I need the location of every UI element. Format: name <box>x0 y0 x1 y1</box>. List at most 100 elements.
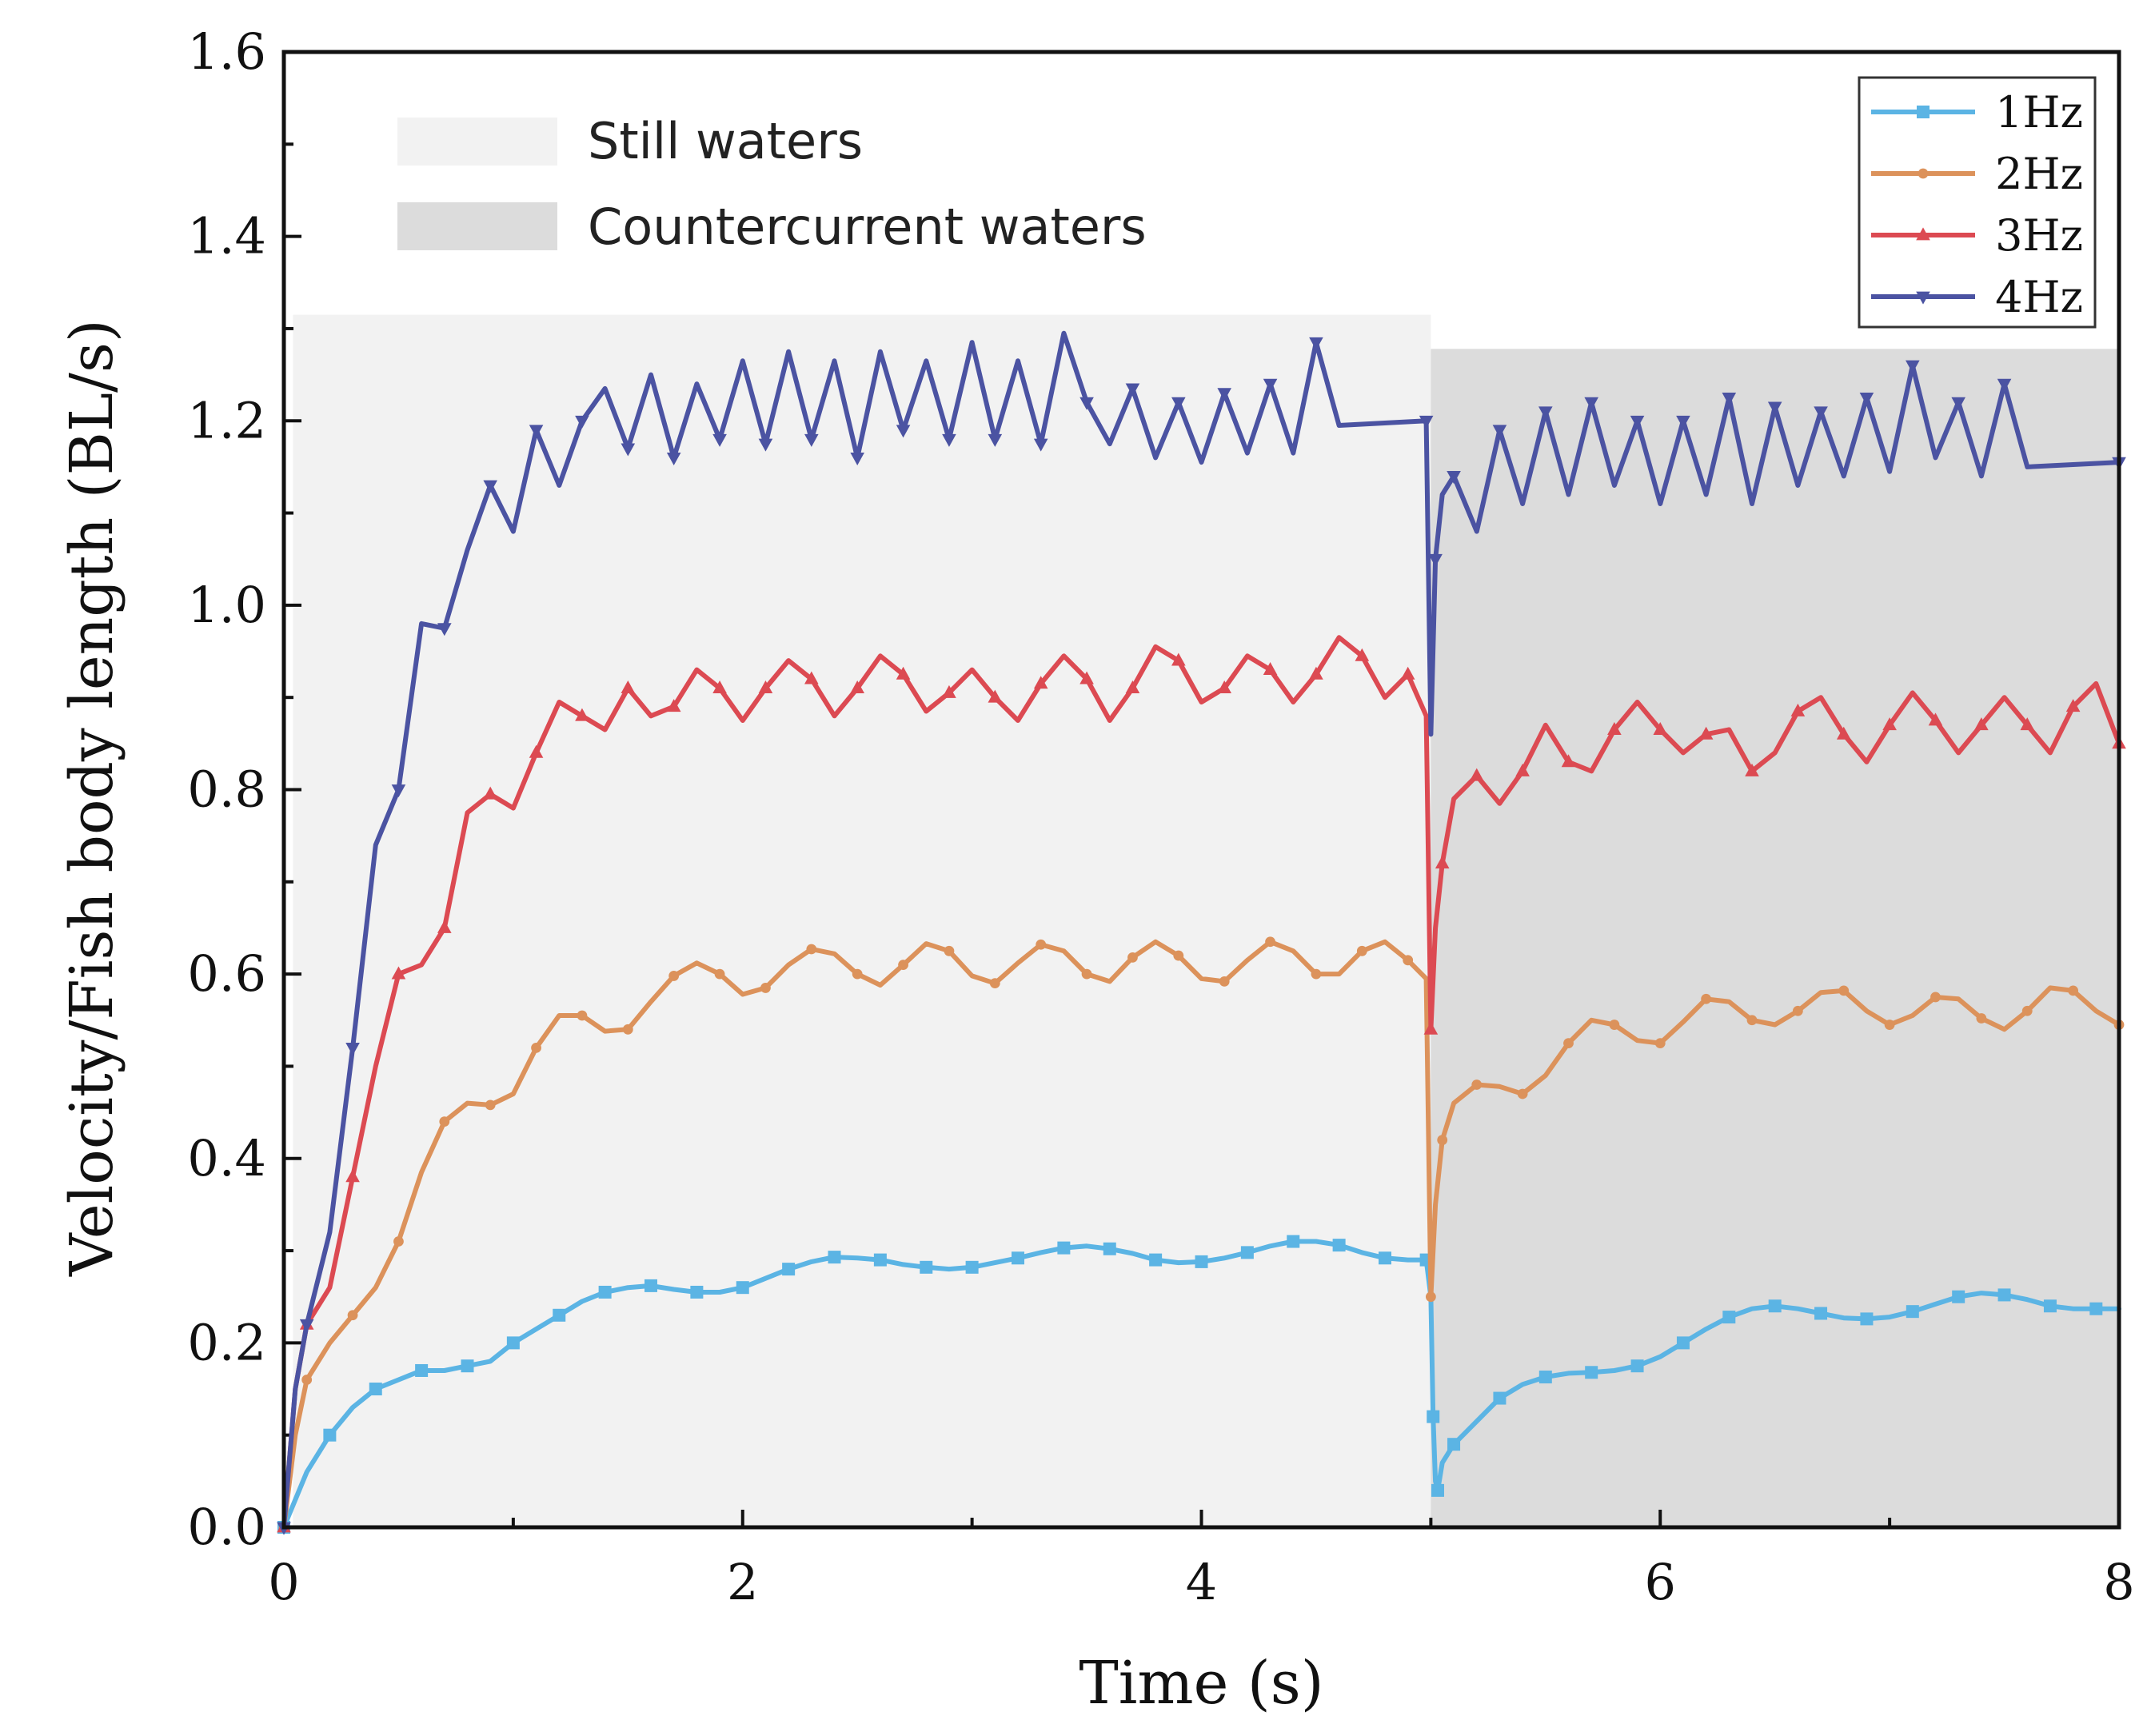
data-point <box>1585 1366 1598 1379</box>
data-point <box>758 680 773 694</box>
data-point <box>1492 425 1507 438</box>
data-point <box>391 784 406 798</box>
data-point <box>345 1042 360 1056</box>
legend-label-3Hz: 3Hz <box>1995 210 2083 261</box>
data-point <box>1425 1291 1436 1303</box>
data-point <box>1701 993 1712 1004</box>
data-point <box>1379 1251 1391 1265</box>
data-point <box>1469 768 1484 781</box>
data-point <box>1517 1088 1528 1099</box>
data-point <box>714 968 725 980</box>
data-point <box>437 623 452 637</box>
data-point <box>1768 1299 1782 1313</box>
data-point <box>369 1383 382 1396</box>
data-point <box>1609 1020 1620 1030</box>
y-tick-label: 0.0 <box>187 1498 266 1556</box>
data-point <box>1838 985 1850 996</box>
data-point <box>506 1336 520 1350</box>
data-point <box>1263 661 1278 675</box>
data-point <box>1607 721 1622 735</box>
data-point <box>988 689 1003 703</box>
data-point <box>896 666 911 680</box>
data-point <box>1654 1038 1666 1049</box>
region-legend-swatch-countercurrent <box>397 202 557 250</box>
data-point <box>1265 936 1275 948</box>
data-point <box>920 1260 933 1274</box>
data-point <box>712 433 727 447</box>
data-point <box>437 920 452 933</box>
data-point <box>1033 676 1048 689</box>
data-point <box>1493 1391 1507 1405</box>
data-point <box>758 438 773 452</box>
data-point <box>553 1308 566 1322</box>
data-point <box>621 443 636 457</box>
data-point <box>1952 1290 1965 1303</box>
data-point <box>1584 397 1598 410</box>
data-point <box>577 1010 588 1021</box>
data-point <box>1435 856 1450 869</box>
data-point <box>1431 1483 1444 1497</box>
data-point <box>1976 1013 1987 1024</box>
data-point <box>1882 717 1897 731</box>
data-point <box>598 1285 612 1299</box>
data-point <box>782 1263 796 1276</box>
data-point <box>1447 1438 1461 1451</box>
data-point <box>666 699 681 712</box>
data-point <box>645 1279 657 1292</box>
legend-marker-1Hz <box>1917 106 1930 118</box>
data-point <box>1722 1311 1736 1324</box>
x-tick-label: 4 <box>1186 1553 1217 1611</box>
data-point <box>1012 1251 1024 1265</box>
data-point <box>323 1428 337 1442</box>
data-point <box>1997 378 2012 392</box>
data-point <box>1951 397 1965 410</box>
data-point <box>439 1116 450 1127</box>
data-point <box>1033 438 1048 452</box>
data-point <box>1746 1015 1758 1026</box>
region-legend: Still waters Countercurrent waters <box>397 112 1147 256</box>
x-axis-title: Time (s) <box>1079 1649 1323 1718</box>
data-point <box>1127 952 1138 963</box>
data-point <box>942 684 956 698</box>
data-point <box>1423 1021 1439 1035</box>
data-point <box>1240 1246 1254 1259</box>
data-point <box>1355 648 1370 661</box>
data-point <box>1263 378 1278 392</box>
data-point <box>852 968 863 980</box>
data-point <box>1219 976 1230 987</box>
data-point <box>873 1253 887 1267</box>
data-point <box>1676 415 1690 429</box>
data-point <box>1563 1038 1574 1049</box>
data-point <box>2068 985 2079 996</box>
data-point <box>1859 393 1874 406</box>
data-point <box>1356 945 1367 956</box>
data-point <box>1722 393 1737 406</box>
data-point <box>942 433 956 447</box>
legend-label-2Hz: 2Hz <box>1995 149 2083 199</box>
data-point <box>1309 337 1323 350</box>
data-point <box>1079 671 1094 684</box>
series-legend-box <box>1858 76 2097 329</box>
data-point <box>666 452 681 465</box>
data-point <box>1125 680 1140 694</box>
data-point <box>1698 726 1714 740</box>
series-legend: 1Hz 2Hz 3Hz 4Hz <box>1858 76 2097 329</box>
data-point <box>621 680 636 694</box>
data-point <box>1814 406 1828 420</box>
series-lines <box>277 330 2126 1535</box>
y-tick-label: 0.6 <box>187 944 266 1003</box>
region-legend-swatch-still <box>397 118 557 166</box>
data-point <box>1814 1307 1828 1320</box>
data-point <box>1630 415 1645 429</box>
data-point <box>1906 1305 1919 1319</box>
data-point <box>2089 1302 2103 1315</box>
y-tick-label: 0.8 <box>187 760 266 819</box>
data-point <box>1036 939 1047 950</box>
data-point <box>622 1024 633 1035</box>
data-point <box>1311 968 1322 980</box>
y-tick-label: 1.0 <box>187 576 266 634</box>
data-point <box>1538 406 1553 420</box>
legend-marker-2Hz <box>1918 168 1929 179</box>
water-regions <box>293 314 2119 1527</box>
